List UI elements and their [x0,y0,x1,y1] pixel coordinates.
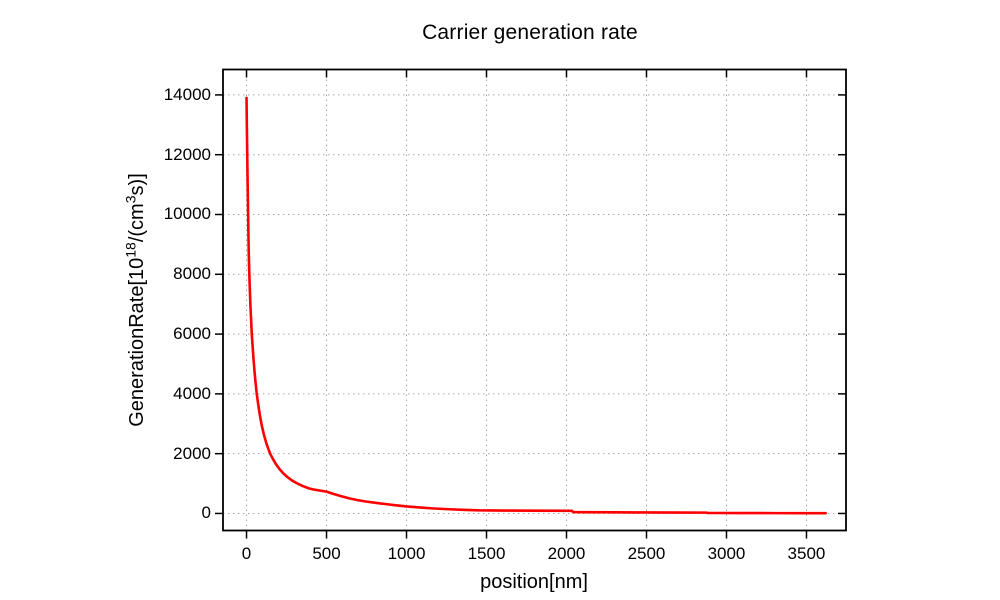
x-tick-label: 1000 [387,544,426,563]
y-tick-label: 12000 [163,144,211,164]
y-axis-label-exponent2: 3 [122,195,139,204]
axis-layer [215,68,847,539]
y-axis-label-suffix: s)] [126,173,148,196]
y-axis-label-exponent: 18 [122,242,139,258]
y-tick-label: 10000 [163,204,211,224]
y-tick-label: 8000 [173,264,211,284]
y-tick-label: 14000 [163,84,211,104]
x-tick-label: 500 [312,544,341,563]
y-tick-label: 0 [201,503,211,523]
x-tick-label: 2000 [547,544,586,563]
y-tick-label: 4000 [173,383,211,403]
chart-title: Carrier generation rate [422,21,638,44]
y-tick-label: 6000 [173,324,211,344]
x-tick-label: 3000 [707,544,746,563]
curve-layer [245,96,827,515]
plot-border [222,68,847,532]
grid-layer [223,69,846,531]
x-tick-label: 1500 [467,544,506,563]
x-axis-label: position[nm] [480,571,588,593]
x-tick-label: 2500 [627,544,666,563]
x-tick-label: 3500 [787,544,826,563]
y-tick-label: 2000 [173,443,211,463]
x-tick-label: 0 [241,544,252,563]
generation-rate-curve [245,96,827,515]
